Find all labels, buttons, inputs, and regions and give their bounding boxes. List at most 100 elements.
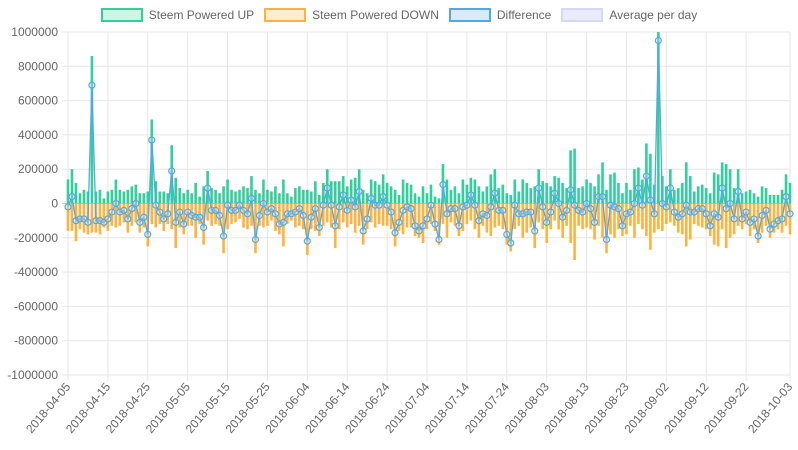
difference-point (407, 205, 415, 213)
bar-powered-up (485, 186, 489, 204)
bar-powered-up (178, 188, 181, 204)
legend-item[interactable]: Average per day (561, 8, 697, 22)
difference-point (255, 211, 264, 220)
bar-powered-up (282, 179, 285, 204)
bar-powered-down (262, 203, 265, 228)
bar-powered-up (321, 182, 325, 204)
bar-powered-up (517, 191, 521, 204)
bar-powered-down (645, 203, 648, 237)
bar-powered-up (202, 186, 205, 204)
bar-powered-down (577, 203, 580, 226)
bar-powered-down (389, 203, 393, 230)
difference-point (682, 201, 690, 209)
bar-powered-down (700, 203, 704, 228)
difference-point (642, 172, 650, 180)
bar-powered-up (441, 164, 445, 204)
difference-point (383, 201, 391, 209)
difference-point (698, 205, 706, 213)
bar-powered-up (437, 198, 441, 204)
bar-powered-down (102, 203, 106, 228)
bar-powered-down (684, 203, 688, 247)
difference-point (782, 193, 790, 201)
bar-powered-up (270, 191, 273, 204)
bar-powered-down (756, 203, 760, 243)
bar-powered-up (226, 179, 229, 204)
bar-powered-down (585, 203, 588, 228)
bar-powered-up (509, 194, 513, 204)
bar-powered-down (385, 203, 389, 226)
bar-powered-up (457, 193, 461, 204)
bar-powered-down (437, 203, 441, 245)
bar-powered-up (465, 184, 469, 204)
bar-powered-down (716, 203, 720, 247)
bar-powered-up (190, 193, 193, 204)
bar-powered-up (329, 181, 333, 204)
bar-powered-up (365, 193, 369, 204)
bar-powered-down (764, 203, 768, 226)
difference-point (726, 199, 734, 208)
bar-powered-up (337, 181, 341, 204)
legend-item[interactable]: Difference (448, 8, 552, 22)
difference-point (315, 223, 323, 232)
bar-powered-up (545, 182, 548, 204)
difference-point (491, 189, 499, 197)
bar-powered-up (425, 193, 429, 204)
bar-powered-up (557, 177, 560, 204)
bar-powered-up (493, 169, 497, 204)
bar-powered-down (497, 203, 501, 226)
difference-point (590, 218, 599, 226)
bar-powered-down (441, 203, 445, 225)
bar-powered-up (617, 182, 620, 204)
bar-powered-up (146, 191, 150, 204)
legend-swatch (448, 8, 491, 22)
bar-powered-up (106, 191, 110, 204)
difference-point (128, 205, 136, 213)
bar-powered-down (469, 203, 473, 221)
bar-powered-up (513, 179, 517, 204)
bar-powered-down (377, 203, 381, 225)
bar-powered-up (673, 189, 676, 204)
bar-powered-down (98, 203, 102, 235)
bar-powered-up (609, 174, 612, 204)
legend-item[interactable]: Steem Powered DOWN (264, 8, 439, 22)
bar-powered-down (150, 203, 154, 225)
difference-point (168, 167, 176, 175)
y-tick-label: -800000 (14, 334, 58, 348)
bar-powered-down (182, 203, 185, 235)
bar-powered-up (533, 186, 537, 204)
bar-powered-down (393, 203, 397, 247)
legend-swatch (561, 8, 604, 22)
difference-point (144, 230, 152, 238)
bar-powered-up (501, 184, 505, 204)
difference-point (439, 181, 447, 189)
difference-point (714, 213, 722, 221)
bar-powered-down (429, 203, 433, 225)
difference-point (762, 206, 770, 214)
difference-point (387, 208, 395, 216)
legend-item[interactable]: Steem Powered UP (100, 8, 254, 22)
bar-powered-down (134, 203, 138, 223)
bar-powered-up (142, 193, 146, 204)
bar-powered-down (325, 203, 329, 223)
bar-powered-down (222, 203, 225, 254)
bar-powered-up (110, 189, 114, 204)
difference-point (415, 227, 423, 235)
bar-powered-up (657, 32, 660, 204)
difference-point (527, 208, 535, 216)
bar-powered-up (405, 182, 409, 204)
legend-label: Difference (496, 8, 552, 22)
difference-point (120, 206, 128, 214)
bar-powered-down (154, 203, 158, 228)
bar-powered-up (393, 189, 397, 204)
bar-powered-down (130, 203, 134, 226)
bar-powered-up (302, 189, 305, 204)
bar-powered-up (262, 179, 265, 204)
bar-powered-down (772, 203, 776, 233)
bar-powered-up (593, 186, 596, 204)
bar-powered-up (214, 189, 217, 204)
bar-powered-down (665, 203, 668, 225)
difference-point (323, 184, 331, 192)
bar-powered-up (573, 148, 576, 204)
bar-powered-down (617, 203, 620, 230)
bar-powered-up (413, 193, 417, 204)
